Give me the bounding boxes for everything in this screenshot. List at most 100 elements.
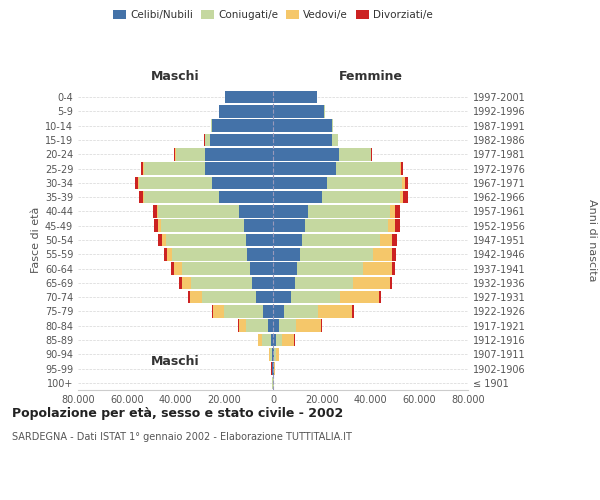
Bar (404, 176, 408, 189)
Bar (135, 176, 138, 189)
Bar (252, 276, 273, 289)
Bar (320, 320, 322, 332)
Bar (188, 291, 190, 304)
Bar (273, 305, 284, 318)
Bar (326, 176, 402, 189)
Bar (154, 220, 158, 232)
Bar (302, 234, 380, 246)
Bar (174, 262, 182, 275)
Bar (273, 205, 308, 218)
Bar (339, 148, 371, 160)
Bar (212, 305, 213, 318)
Bar (246, 234, 273, 246)
Bar (209, 134, 273, 146)
Bar (247, 248, 273, 260)
Bar (158, 220, 161, 232)
Bar (273, 176, 326, 189)
Bar (164, 248, 167, 260)
Bar (239, 320, 246, 332)
Bar (371, 148, 372, 160)
Bar (392, 262, 395, 275)
Bar (331, 120, 333, 132)
Bar (142, 162, 143, 175)
Bar (400, 191, 403, 203)
Bar (270, 348, 272, 360)
Bar (205, 134, 209, 146)
Bar (282, 334, 294, 346)
Bar (403, 191, 408, 203)
Bar (388, 220, 395, 232)
Bar (298, 262, 363, 275)
Bar (273, 248, 300, 260)
Bar (379, 291, 381, 304)
Bar (276, 348, 279, 360)
Bar (246, 320, 268, 332)
Bar (380, 234, 392, 246)
Bar (224, 305, 263, 318)
Bar (296, 320, 320, 332)
Bar (363, 262, 392, 275)
Bar (271, 334, 273, 346)
Bar (213, 305, 224, 318)
Bar (273, 320, 279, 332)
Bar (157, 205, 158, 218)
Bar (269, 348, 270, 360)
Bar (337, 162, 400, 175)
Bar (179, 276, 182, 289)
Bar (273, 276, 295, 289)
Bar (322, 191, 400, 203)
Bar (212, 176, 273, 189)
Bar (305, 220, 388, 232)
Bar (139, 191, 143, 203)
Bar (158, 234, 162, 246)
Bar (158, 205, 239, 218)
Bar (182, 276, 191, 289)
Bar (273, 334, 276, 346)
Bar (244, 220, 273, 232)
Bar (172, 262, 174, 275)
Bar (318, 305, 352, 318)
Bar (144, 191, 220, 203)
Bar (162, 234, 166, 246)
Bar (284, 305, 318, 318)
Bar (390, 276, 392, 289)
Bar (220, 191, 273, 203)
Bar (340, 291, 379, 304)
Bar (276, 334, 282, 346)
Bar (274, 362, 275, 375)
Bar (402, 176, 404, 189)
Bar (152, 205, 157, 218)
Legend: Celibi/Nubili, Coniugati/e, Vedovi/e, Divorziati/e: Celibi/Nubili, Coniugati/e, Vedovi/e, Di… (112, 8, 434, 22)
Bar (392, 234, 397, 246)
Text: Maschi: Maschi (151, 355, 200, 368)
Bar (205, 148, 273, 160)
Bar (176, 148, 205, 160)
Bar (166, 234, 246, 246)
Bar (291, 291, 340, 304)
Bar (174, 148, 175, 160)
Bar (295, 276, 353, 289)
Bar (300, 248, 373, 260)
Bar (172, 248, 247, 260)
Bar (273, 105, 324, 118)
Bar (139, 176, 212, 189)
Bar (273, 291, 291, 304)
Bar (273, 162, 337, 175)
Bar (259, 334, 262, 346)
Bar (138, 176, 139, 189)
Bar (400, 162, 401, 175)
Y-axis label: Fasce di età: Fasce di età (31, 207, 41, 273)
Bar (272, 362, 273, 375)
Bar (250, 262, 273, 275)
Bar (273, 220, 305, 232)
Bar (263, 305, 273, 318)
Bar (331, 134, 338, 146)
Bar (273, 262, 298, 275)
Bar (390, 205, 395, 218)
Bar (273, 91, 317, 104)
Bar (308, 205, 390, 218)
Bar (274, 348, 276, 360)
Bar (182, 262, 250, 275)
Bar (395, 220, 400, 232)
Bar (273, 148, 339, 160)
